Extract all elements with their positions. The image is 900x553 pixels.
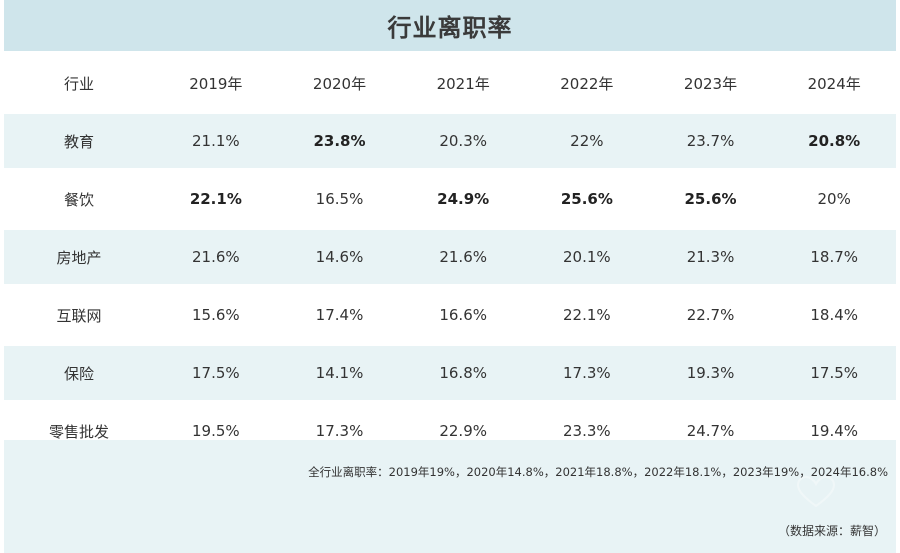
heart-watermark-icon <box>796 476 836 508</box>
industry-name: 零售批发 <box>48 422 109 441</box>
rate-cell: 25.6% <box>560 190 613 208</box>
table-row: 房地产 21.6% 14.6% 21.6% 20.1% 21.3% 18.7% <box>4 230 896 284</box>
rate-cell: 23.8% <box>313 132 366 150</box>
industry-name: 保险 <box>63 364 94 383</box>
table-row: 保险 17.5% 14.1% 16.8% 17.3% 19.3% 17.5% <box>4 346 896 400</box>
industry-name: 互联网 <box>56 306 102 325</box>
rate-cell: 15.6% <box>192 306 240 324</box>
rate-cell: 19.5% <box>192 422 240 440</box>
rate-cell: 23.7% <box>686 132 735 150</box>
rate-cell: 25.6% <box>684 190 737 208</box>
column-header-industry: 行业 <box>63 74 94 93</box>
rate-cell: 20.1% <box>563 248 611 266</box>
rate-cell: 18.4% <box>810 306 859 324</box>
rate-cell: 18.7% <box>810 248 859 266</box>
rate-cell: 22.7% <box>686 306 735 324</box>
rate-cell: 20.8% <box>808 132 861 150</box>
page-title: 行业离职率 <box>387 14 513 42</box>
rate-cell: 24.9% <box>437 190 490 208</box>
column-header-year: 2019年 <box>189 74 243 93</box>
rate-cell: 22.1% <box>563 306 611 324</box>
rate-cell: 19.3% <box>686 364 735 382</box>
footer: 全行业离职率：2019年19%，2020年14.8%，2021年18.8%，20… <box>4 440 896 553</box>
industry-name: 餐饮 <box>63 190 94 209</box>
industry-name: 房地产 <box>56 248 102 267</box>
rate-cell: 20.3% <box>439 132 487 150</box>
column-header-year: 2022年 <box>560 74 614 93</box>
rate-cell: 24.7% <box>686 422 735 440</box>
column-header-year: 2023年 <box>683 74 738 93</box>
rate-cell: 17.4% <box>315 306 364 324</box>
table-row: 教育 21.1% 23.8% 20.3% 22% 23.7% 20.8% <box>4 114 896 168</box>
turnover-table: 行业 2019年 2020年 2021年 2022年 2023年 2024年教育 21.1% 2… <box>4 56 896 462</box>
industry-name: 教育 <box>63 132 94 151</box>
rate-cell: 23.3% <box>563 422 611 440</box>
column-header-year: 2021年 <box>436 74 490 93</box>
rate-cell: 17.3% <box>563 364 611 382</box>
rate-cell: 21.3% <box>686 248 735 266</box>
column-header-year: 2020年 <box>312 74 367 93</box>
table-row: 餐饮 22.1% 16.5% 24.9% 25.6% 25.6% 20% <box>4 172 896 226</box>
title-bar: 行业离职率 <box>4 0 896 51</box>
rate-cell: 17.5% <box>810 364 859 382</box>
table-figure: 行业离职率 行业 2019年 2020年 2021年 2022年 2023年 2024年教育… <box>4 0 896 553</box>
rate-cell: 17.3% <box>315 422 364 440</box>
rate-cell: 21.6% <box>439 248 487 266</box>
table-header-row: 行业 2019年 2020年 2021年 2022年 2023年 2024年 <box>4 56 896 110</box>
rate-cell: 16.5% <box>315 190 364 208</box>
overall-rate-summary: 全行业离职率：2019年19%，2020年14.8%，2021年18.8%，20… <box>308 465 888 479</box>
rate-cell: 22.1% <box>189 190 242 208</box>
rate-cell: 22.9% <box>439 422 487 440</box>
rate-cell: 19.4% <box>810 422 859 440</box>
data-source: （数据来源：薪智） <box>777 524 886 538</box>
rate-cell: 16.6% <box>439 306 487 324</box>
rate-cell: 16.8% <box>439 364 487 382</box>
column-header-year: 2024年 <box>807 74 861 93</box>
rate-cell: 22% <box>570 132 604 150</box>
rate-cell: 14.1% <box>315 364 364 382</box>
rate-cell: 21.1% <box>192 132 240 150</box>
rate-cell: 17.5% <box>192 364 240 382</box>
rate-cell: 21.6% <box>192 248 240 266</box>
rate-cell: 14.6% <box>315 248 364 266</box>
table-row: 互联网 15.6% 17.4% 16.6% 22.1% 22.7% 18.4% <box>4 288 896 342</box>
rate-cell: 20% <box>817 190 851 208</box>
